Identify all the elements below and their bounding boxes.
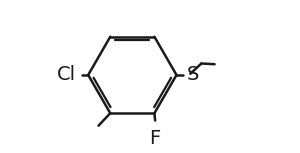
Text: Cl: Cl xyxy=(57,65,76,84)
Text: S: S xyxy=(187,65,200,84)
Text: F: F xyxy=(149,129,161,148)
